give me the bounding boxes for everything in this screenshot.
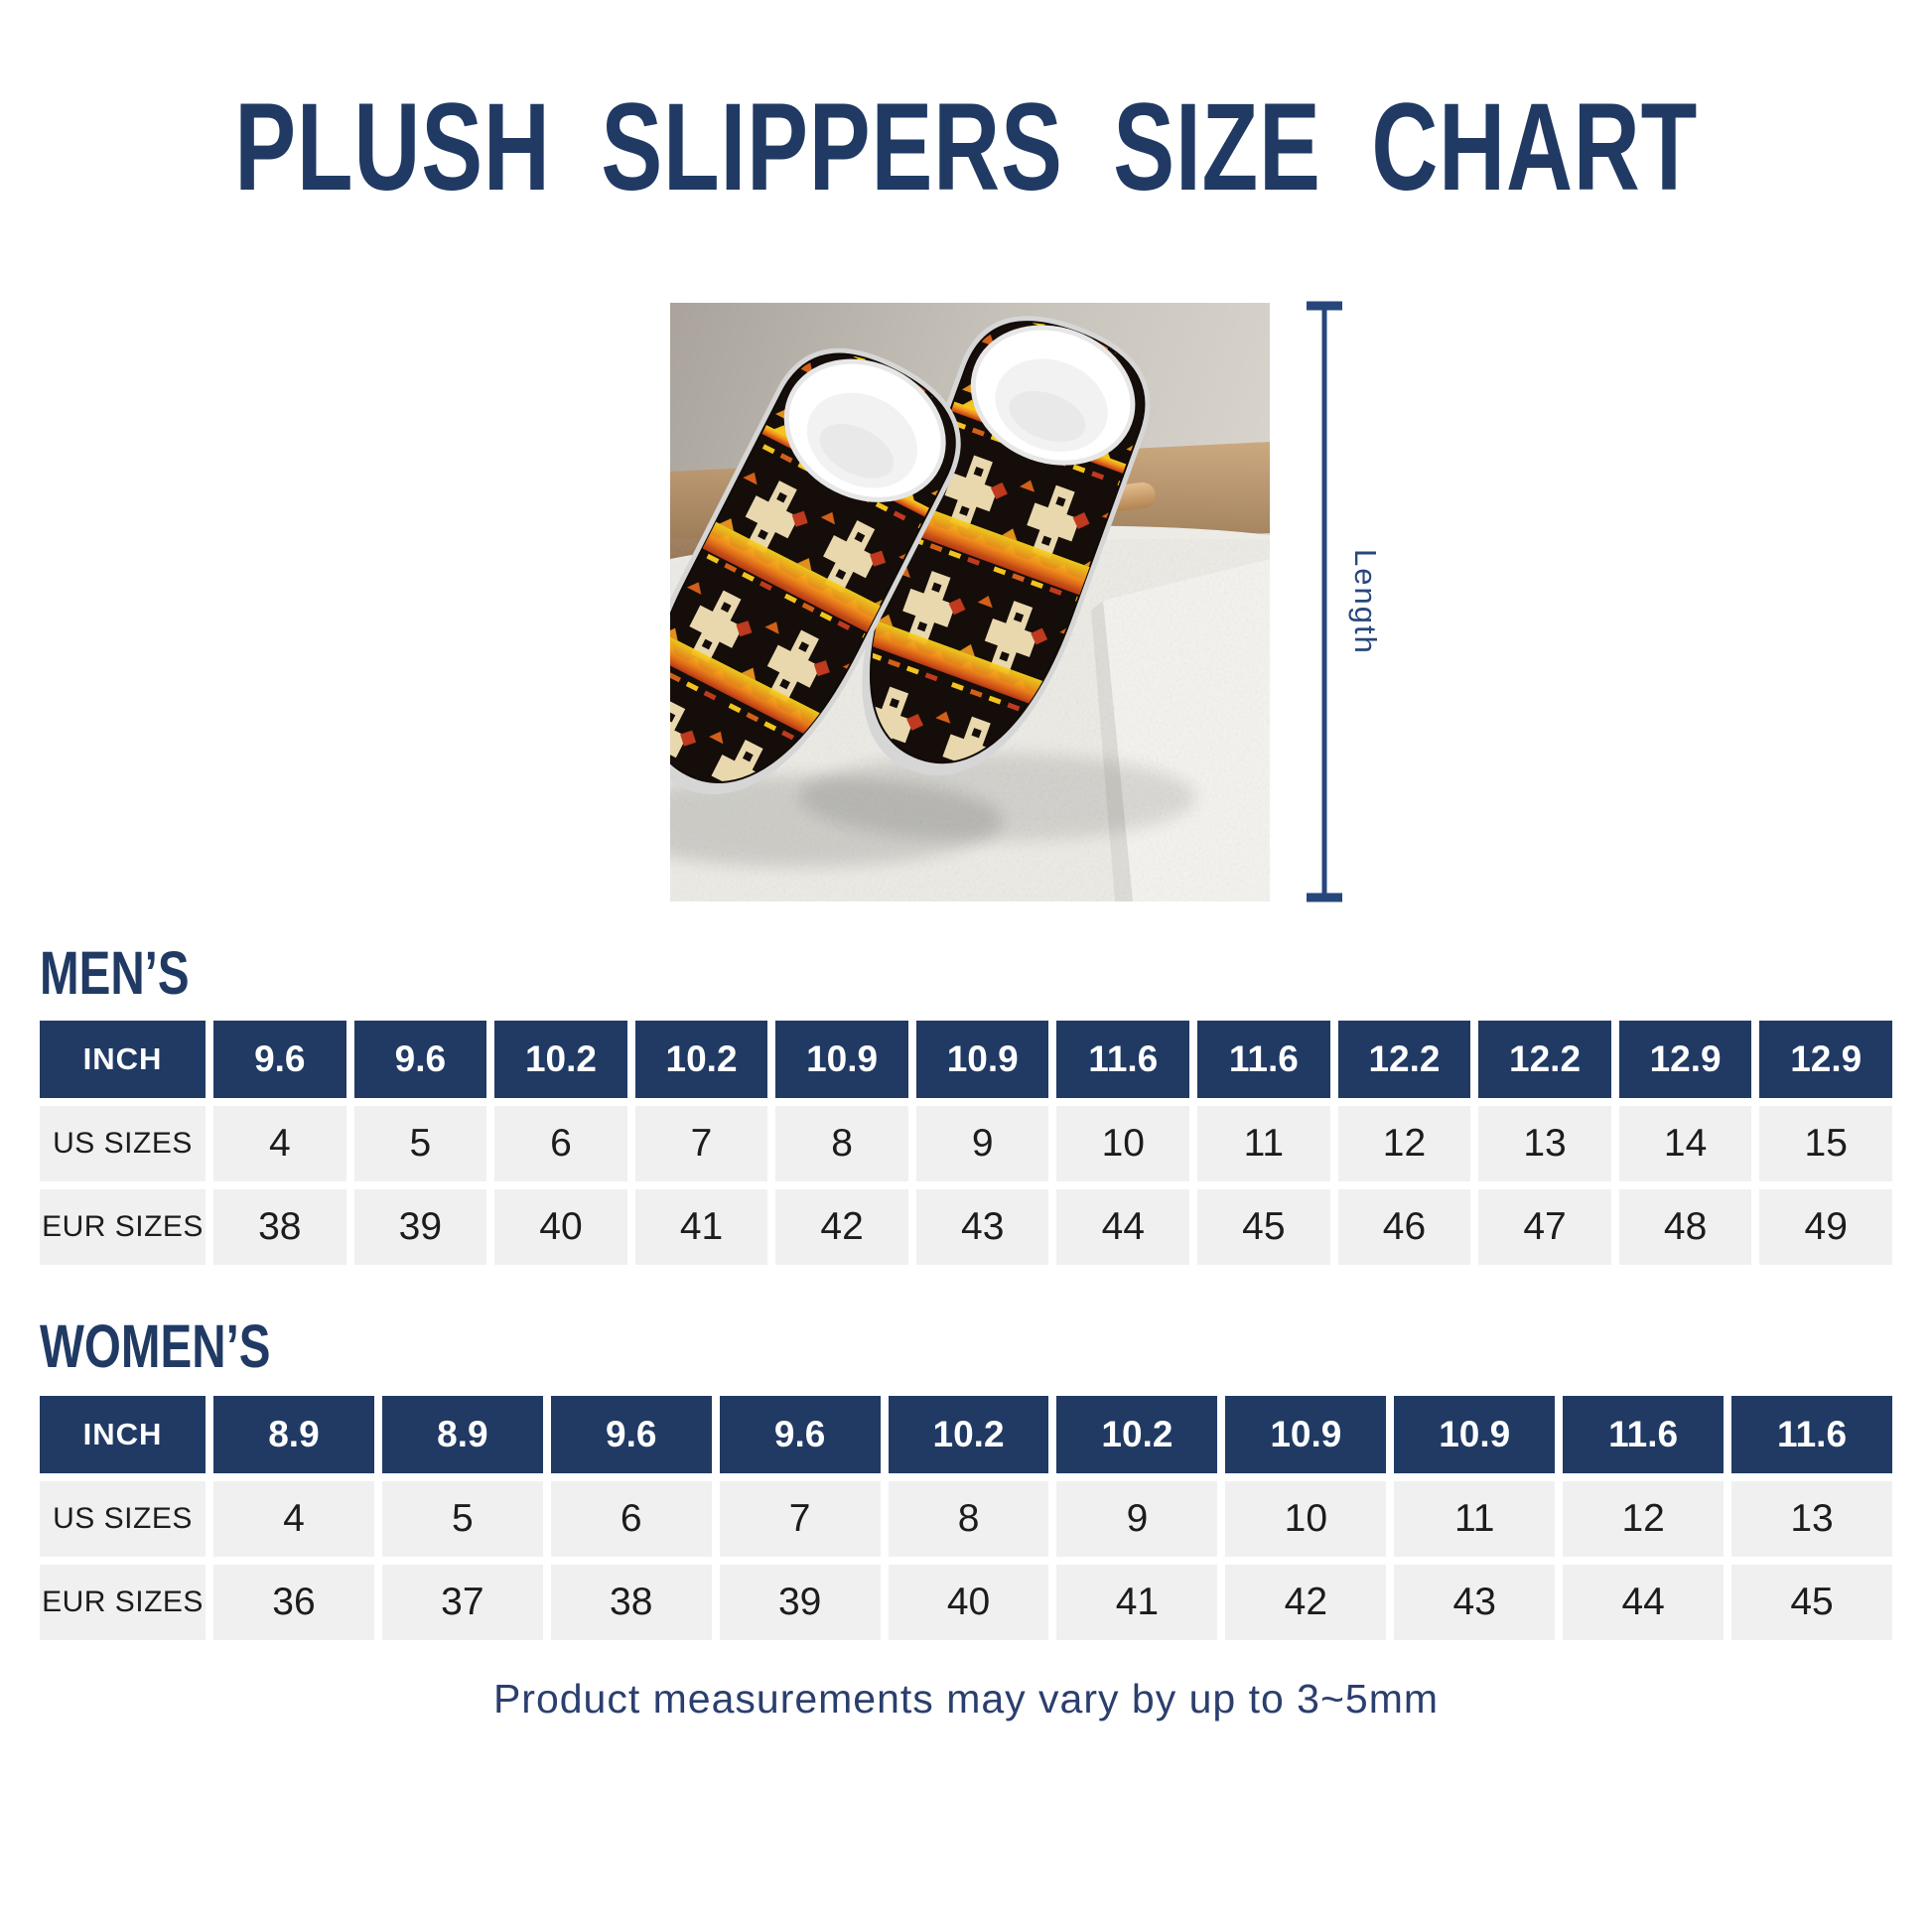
size-value-cell: 9.6 (353, 1021, 487, 1098)
size-value-cell: 43 (1394, 1565, 1556, 1640)
size-value-cell: 8 (888, 1481, 1049, 1557)
size-value-cell: 8.9 (381, 1396, 543, 1473)
size-value-cell: 49 (1759, 1189, 1892, 1265)
length-measure-bracket (1303, 301, 1346, 902)
size-value-cell: 12.2 (1478, 1021, 1611, 1098)
size-value-cell: 10.2 (494, 1021, 627, 1098)
slipper-right (862, 316, 1151, 775)
womens-size-table: INCH 8.9 8.9 9.6 9.6 10.2 10.2 10.9 10.9 11.6 11.6… (40, 1396, 1892, 1648)
size-value-cell: 42 (1225, 1565, 1387, 1640)
product-photo (670, 303, 1270, 901)
size-value-cell: 44 (1563, 1565, 1725, 1640)
size-value-cell: 42 (775, 1189, 908, 1265)
size-value-cell: 12.9 (1759, 1021, 1892, 1098)
size-value-cell: 11 (1394, 1481, 1556, 1557)
size-value-cell: 11.6 (1197, 1021, 1330, 1098)
size-value-cell: 8 (775, 1106, 908, 1181)
size-value-cell: 48 (1618, 1189, 1752, 1265)
length-bracket-icon (1307, 301, 1342, 902)
size-value-cell: 45 (1197, 1189, 1330, 1265)
size-value-cell: 40 (888, 1565, 1049, 1640)
page-title-text: PLUSH SLIPPERS SIZE CHART (234, 76, 1698, 217)
size-table-row: US SIZES 4 5 6 7 8 9 10 11 12 13 14 15 (40, 1106, 1892, 1181)
size-table-row: EUR SIZES 36 37 38 39 40 41 42 43 44 45 (40, 1565, 1892, 1640)
size-table-row: INCH 9.6 9.6 10.2 10.2 10.9 10.9 11.6 11.6 12.2 12… (40, 1021, 1892, 1098)
size-value-cell: 9.6 (719, 1396, 881, 1473)
size-value-cell: 39 (719, 1565, 881, 1640)
size-value-cell: 6 (550, 1481, 712, 1557)
size-value-cell: 12 (1337, 1106, 1471, 1181)
size-value-cell: 5 (353, 1106, 487, 1181)
size-value-cell: 44 (1056, 1189, 1190, 1265)
size-value-cell: 10.2 (888, 1396, 1049, 1473)
size-value-cell: 10.9 (1225, 1396, 1387, 1473)
size-value-cell: 46 (1337, 1189, 1471, 1265)
size-value-cell: 47 (1478, 1189, 1611, 1265)
size-table-row: EUR SIZES 38 39 40 41 42 43 44 45 46 47 48 49 (40, 1189, 1892, 1265)
size-value-cell: 11.6 (1731, 1396, 1892, 1473)
size-value-cell: 41 (1056, 1565, 1218, 1640)
size-value-cell: 7 (719, 1481, 881, 1557)
row-label-cell: US SIZES (40, 1106, 206, 1181)
size-value-cell: 10 (1225, 1481, 1387, 1557)
size-value-cell: 13 (1731, 1481, 1892, 1557)
size-value-cell: 9.6 (550, 1396, 712, 1473)
size-value-cell: 4 (213, 1106, 346, 1181)
size-value-cell: 5 (381, 1481, 543, 1557)
size-value-cell: 11 (1197, 1106, 1330, 1181)
length-label: Length (1348, 548, 1383, 655)
size-value-cell: 36 (213, 1565, 374, 1640)
size-value-cell: 12.9 (1618, 1021, 1752, 1098)
size-value-cell: 4 (213, 1481, 374, 1557)
length-label-wrap: Length (1342, 301, 1388, 902)
row-label-cell: EUR SIZES (40, 1189, 206, 1265)
size-value-cell: 39 (353, 1189, 487, 1265)
size-value-cell: 9.6 (213, 1021, 346, 1098)
size-value-cell: 38 (550, 1565, 712, 1640)
size-table-row: US SIZES 4 5 6 7 8 9 10 11 12 13 (40, 1481, 1892, 1557)
size-value-cell: 43 (915, 1189, 1049, 1265)
size-value-cell: 10 (1056, 1106, 1190, 1181)
page-title: PLUSH SLIPPERS SIZE CHART (0, 81, 1932, 211)
size-value-cell: 12 (1563, 1481, 1725, 1557)
row-label-cell: INCH (40, 1396, 206, 1473)
size-value-cell: 15 (1759, 1106, 1892, 1181)
size-value-cell: 10.2 (1056, 1396, 1218, 1473)
womens-heading: WOMEN’S (40, 1312, 271, 1381)
size-value-cell: 9 (915, 1106, 1049, 1181)
size-value-cell: 10.9 (775, 1021, 908, 1098)
size-value-cell: 10.9 (1394, 1396, 1556, 1473)
size-table-row: INCH 8.9 8.9 9.6 9.6 10.2 10.2 10.9 10.9 11.6 11.6 (40, 1396, 1892, 1473)
size-value-cell: 10.2 (634, 1021, 768, 1098)
size-value-cell: 14 (1618, 1106, 1752, 1181)
row-label-cell: US SIZES (40, 1481, 206, 1557)
size-value-cell: 7 (634, 1106, 768, 1181)
mens-heading: MEN’S (40, 939, 190, 1008)
size-value-cell: 45 (1731, 1565, 1892, 1640)
size-value-cell: 6 (494, 1106, 627, 1181)
row-label-cell: INCH (40, 1021, 206, 1098)
size-value-cell: 9 (1056, 1481, 1218, 1557)
size-value-cell: 40 (494, 1189, 627, 1265)
shadow-left (670, 775, 1003, 867)
size-value-cell: 13 (1478, 1106, 1611, 1181)
mens-size-table: INCH 9.6 9.6 10.2 10.2 10.9 10.9 11.6 11.6 12.2 12… (40, 1021, 1892, 1273)
row-label-cell: EUR SIZES (40, 1565, 206, 1640)
size-value-cell: 37 (381, 1565, 543, 1640)
slippers-photo-illustration (670, 303, 1270, 901)
size-value-cell: 11.6 (1056, 1021, 1190, 1098)
size-value-cell: 38 (213, 1189, 346, 1265)
size-value-cell: 8.9 (213, 1396, 374, 1473)
size-value-cell: 11.6 (1563, 1396, 1725, 1473)
measurement-tolerance-note: Product measurements may vary by up to 3… (492, 1676, 1440, 1722)
size-value-cell: 41 (634, 1189, 768, 1265)
slipper-left (670, 347, 961, 795)
size-value-cell: 12.2 (1337, 1021, 1471, 1098)
size-value-cell: 10.9 (915, 1021, 1049, 1098)
